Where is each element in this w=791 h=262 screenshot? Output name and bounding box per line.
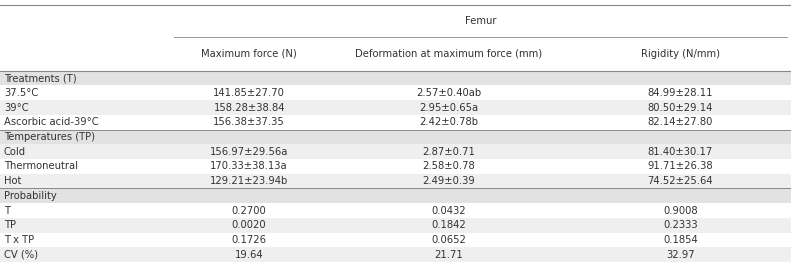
Bar — [0, 37, 791, 71]
Text: Thermoneutral: Thermoneutral — [4, 161, 78, 171]
Text: Ascorbic acid-39°C: Ascorbic acid-39°C — [4, 117, 99, 127]
Text: 84.99±28.11: 84.99±28.11 — [648, 88, 713, 98]
Text: 19.64: 19.64 — [235, 250, 263, 260]
Text: 2.95±0.65a: 2.95±0.65a — [419, 102, 479, 112]
Text: T x TP: T x TP — [4, 235, 34, 245]
Text: 0.1854: 0.1854 — [663, 235, 698, 245]
Text: 141.85±27.70: 141.85±27.70 — [214, 88, 285, 98]
Text: 37.5°C: 37.5°C — [4, 88, 38, 98]
Text: Cold: Cold — [4, 147, 26, 157]
Text: 91.71±26.38: 91.71±26.38 — [648, 161, 713, 171]
Text: 0.1842: 0.1842 — [432, 220, 466, 230]
Text: 0.9008: 0.9008 — [663, 205, 698, 216]
Text: 21.71: 21.71 — [434, 250, 464, 260]
Text: 0.0432: 0.0432 — [432, 205, 466, 216]
Bar — [0, 100, 791, 115]
Text: Treatments (T): Treatments (T) — [4, 73, 77, 83]
Bar — [0, 159, 791, 174]
Bar — [0, 188, 791, 203]
Text: 2.57±0.40ab: 2.57±0.40ab — [416, 88, 482, 98]
Text: Femur: Femur — [465, 16, 496, 26]
Bar — [0, 144, 791, 159]
Bar — [0, 218, 791, 233]
Text: 80.50±29.14: 80.50±29.14 — [648, 102, 713, 112]
Text: 2.87±0.71: 2.87±0.71 — [422, 147, 475, 157]
Text: 0.1726: 0.1726 — [232, 235, 267, 245]
Text: Hot: Hot — [4, 176, 21, 186]
Text: Temperatures (TP): Temperatures (TP) — [4, 132, 95, 142]
Text: 2.58±0.78: 2.58±0.78 — [422, 161, 475, 171]
Text: 0.2700: 0.2700 — [232, 205, 267, 216]
Bar — [0, 233, 791, 247]
Text: 129.21±23.94b: 129.21±23.94b — [210, 176, 288, 186]
Bar — [0, 174, 791, 188]
Text: 2.42±0.78b: 2.42±0.78b — [419, 117, 479, 127]
Text: 156.38±37.35: 156.38±37.35 — [214, 117, 285, 127]
Text: 158.28±38.84: 158.28±38.84 — [214, 102, 285, 112]
Text: Deformation at maximum force (mm): Deformation at maximum force (mm) — [355, 49, 543, 59]
Text: 170.33±38.13a: 170.33±38.13a — [210, 161, 288, 171]
Text: 0.2333: 0.2333 — [663, 220, 698, 230]
Text: T: T — [4, 205, 10, 216]
Text: Rigidity (N/mm): Rigidity (N/mm) — [641, 49, 720, 59]
Text: 82.14±27.80: 82.14±27.80 — [648, 117, 713, 127]
Text: 0.0652: 0.0652 — [431, 235, 467, 245]
Bar — [0, 247, 791, 262]
Text: TP: TP — [4, 220, 16, 230]
Text: Probability: Probability — [4, 191, 57, 201]
Text: 39°C: 39°C — [4, 102, 28, 112]
Text: 74.52±25.64: 74.52±25.64 — [648, 176, 713, 186]
Bar — [0, 85, 791, 100]
Text: Maximum force (N): Maximum force (N) — [201, 49, 297, 59]
Bar — [0, 130, 791, 144]
Bar — [0, 115, 791, 130]
Text: 0.0020: 0.0020 — [232, 220, 267, 230]
Text: 32.97: 32.97 — [666, 250, 694, 260]
Bar — [0, 203, 791, 218]
Text: 156.97±29.56a: 156.97±29.56a — [210, 147, 289, 157]
Text: 81.40±30.17: 81.40±30.17 — [648, 147, 713, 157]
Text: CV (%): CV (%) — [4, 250, 38, 260]
Bar — [0, 71, 791, 85]
Text: 2.49±0.39: 2.49±0.39 — [422, 176, 475, 186]
